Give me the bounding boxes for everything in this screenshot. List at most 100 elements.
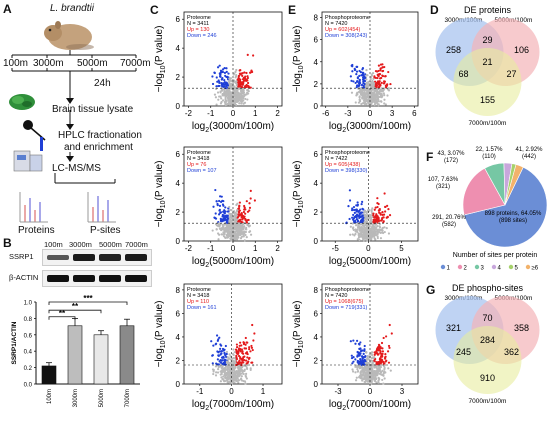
point: [386, 350, 390, 353]
point: [360, 203, 363, 206]
point: [223, 79, 226, 82]
bar-x-tick-label: 100m: [47, 389, 53, 404]
point: [356, 238, 359, 241]
x-tick-label: 2: [275, 109, 280, 118]
y-tick-label: 4: [314, 179, 319, 188]
point: [362, 71, 365, 75]
point: [383, 377, 386, 380]
point: [234, 375, 237, 378]
panel-letter-g: G: [426, 283, 436, 297]
point: [226, 224, 230, 227]
point: [240, 83, 243, 86]
pie-label-4: 43, 3.07%: [437, 151, 465, 157]
point: [381, 213, 384, 217]
point: [232, 73, 235, 76]
brain-icon: [9, 94, 35, 110]
point: [218, 225, 221, 228]
point: [361, 233, 364, 237]
point: [379, 67, 382, 70]
y-tick-label: 0: [314, 237, 319, 246]
point: [218, 199, 221, 203]
point: [233, 98, 236, 101]
point: [224, 230, 227, 233]
point: [361, 231, 365, 234]
point: [238, 359, 241, 362]
point: [389, 369, 392, 372]
step-enrichment: and enrichment: [64, 142, 133, 153]
point: [235, 345, 239, 349]
point: [219, 347, 222, 350]
point: [248, 202, 251, 205]
point: [356, 76, 359, 79]
point: [242, 95, 245, 99]
point: [218, 350, 222, 353]
point: [362, 81, 365, 85]
point: [245, 85, 248, 89]
point: [217, 84, 220, 88]
x-tick-label: -1: [207, 244, 215, 253]
point: [227, 210, 230, 213]
point: [375, 350, 378, 353]
point: [229, 102, 232, 106]
point: [231, 379, 234, 382]
point: [222, 375, 225, 378]
point: [384, 205, 387, 209]
venn-region-a: 258: [446, 45, 461, 55]
point: [240, 93, 243, 96]
point: [361, 349, 364, 352]
point: [225, 360, 229, 363]
point: [233, 373, 236, 376]
x-tick-label: 3: [390, 109, 395, 118]
point: [361, 97, 364, 100]
y-tick-label: 4: [314, 333, 319, 342]
point: [373, 103, 376, 107]
point: [374, 82, 378, 85]
point: [228, 79, 231, 82]
point: [222, 368, 225, 371]
point: [355, 376, 358, 379]
point: [215, 76, 218, 79]
x-tick-label: -3: [344, 109, 352, 118]
point: [370, 236, 373, 239]
x-axis-label: log2(7000m/100m): [329, 399, 411, 412]
point: [384, 103, 387, 106]
point: [376, 348, 379, 351]
point: [251, 323, 254, 327]
point: [365, 81, 368, 85]
point: [248, 347, 251, 351]
point: [350, 356, 354, 360]
point: [373, 359, 376, 362]
point: [359, 71, 362, 74]
point: [244, 347, 248, 350]
point: [348, 189, 351, 192]
point: [252, 339, 255, 342]
point: [244, 217, 247, 221]
point: [216, 80, 219, 83]
point: [242, 379, 245, 383]
point: [376, 228, 379, 231]
point: [358, 214, 361, 217]
point: [224, 377, 228, 380]
point: [354, 81, 357, 85]
point: [371, 96, 374, 99]
x-tick-label: 0: [368, 387, 373, 396]
point: [251, 361, 254, 364]
point: [241, 74, 244, 78]
point: [359, 212, 362, 215]
point: [363, 363, 366, 366]
y-axis-label: −log10(P value): [292, 26, 305, 93]
point: [384, 371, 387, 374]
bar-7000m: [119, 325, 135, 385]
point: [238, 201, 241, 204]
bar-100m: [41, 365, 57, 385]
point: [380, 93, 383, 96]
point: [358, 238, 361, 242]
point: [357, 236, 361, 239]
point: [381, 369, 384, 372]
point: [223, 348, 226, 351]
point: [379, 83, 382, 86]
venn-region-c: 155: [480, 95, 495, 105]
plot-down: Down = 246: [187, 33, 217, 39]
x-axis-label: log2(5000m/100m): [192, 256, 274, 269]
